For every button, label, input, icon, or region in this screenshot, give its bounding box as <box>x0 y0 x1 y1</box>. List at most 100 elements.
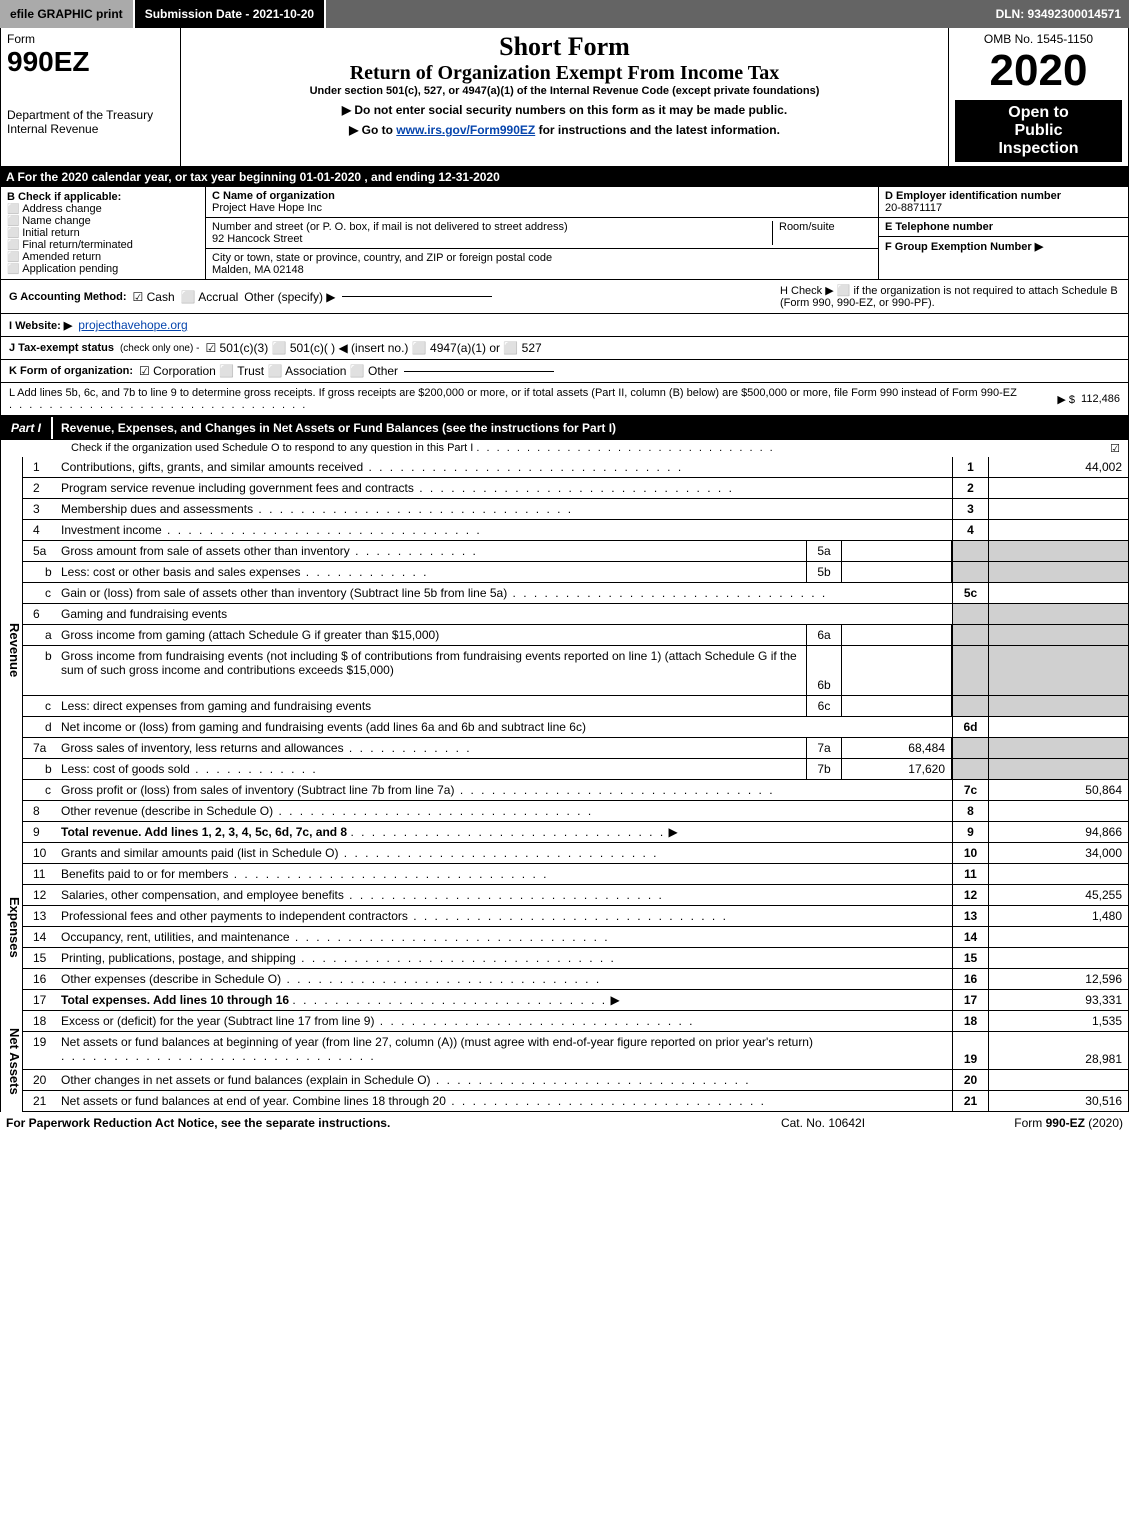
ln2-num: 2 <box>23 478 57 498</box>
box-b: B Check if applicable: Address change Na… <box>1 187 206 279</box>
box-d: D Employer identification number 20-8871… <box>879 187 1128 218</box>
row-i: I Website: ▶ projecthavehope.org <box>0 314 1129 337</box>
row-k-other-input[interactable] <box>404 371 554 372</box>
line-2: 2 Program service revenue including gove… <box>23 478 1129 499</box>
ln7b-val <box>988 759 1128 779</box>
ssn-warning: ▶ Do not enter social security numbers o… <box>189 103 940 117</box>
line-1: 1 Contributions, gifts, grants, and simi… <box>23 457 1129 478</box>
ln18-val: 1,535 <box>988 1011 1128 1031</box>
line-7a: 7a Gross sales of inventory, less return… <box>23 738 1129 759</box>
chk-address-change[interactable]: Address change <box>7 203 199 215</box>
part1-sub-inner: Check if the organization used Schedule … <box>71 442 473 454</box>
ln18-desc: Excess or (deficit) for the year (Subtra… <box>57 1011 952 1031</box>
cash-label: Cash <box>147 290 175 304</box>
row-j-opts[interactable]: ☑ 501(c)(3) ⬜ 501(c)( ) ◀ (insert no.) ⬜… <box>205 341 541 355</box>
row-l-text: L Add lines 5b, 6c, and 7b to line 9 to … <box>9 387 1051 411</box>
ln7a-mid: 7a <box>806 738 842 758</box>
ln6c-mid: 6c <box>806 696 842 716</box>
ln6b-val <box>988 646 1128 695</box>
ln6d-val <box>988 717 1128 737</box>
header-left: Form 990EZ Department of the Treasury In… <box>1 28 181 166</box>
ln11-val <box>988 864 1128 884</box>
ln19-desc: Net assets or fund balances at beginning… <box>57 1032 952 1069</box>
chk-final-return[interactable]: Final return/terminated <box>7 239 199 251</box>
part1-sub-text: Check if the organization used Schedule … <box>71 442 775 455</box>
ln11-box: 11 <box>952 864 988 884</box>
footer-left: For Paperwork Reduction Act Notice, see … <box>6 1116 723 1130</box>
ln5b-val <box>988 562 1128 582</box>
ln5b-desc: Less: cost or other basis and sales expe… <box>57 562 806 582</box>
header-right: OMB No. 1545-1150 2020 Open to Public In… <box>948 28 1128 166</box>
submission-date-button[interactable]: Submission Date - 2021-10-20 <box>135 0 326 28</box>
line-11: 11 Benefits paid to or for members 11 <box>23 864 1129 885</box>
row-k-label: K Form of organization: <box>9 365 133 377</box>
ln6b-desc: Gross income from fundraising events (no… <box>57 646 806 695</box>
line-21: 21 Net assets or fund balances at end of… <box>23 1091 1129 1112</box>
ln5b-mid: 5b <box>806 562 842 582</box>
goto-post: for instructions and the latest informat… <box>535 123 780 137</box>
ln6b-mval <box>842 646 952 695</box>
dln-label: DLN: 93492300014571 <box>988 0 1129 28</box>
row-k-opts[interactable]: ☑ Corporation ⬜ Trust ⬜ Association ⬜ Ot… <box>139 364 398 378</box>
ln7c-num: c <box>23 780 57 800</box>
ln6a-num: a <box>23 625 57 645</box>
row-g-h: G Accounting Method: ☑ Cash ⬜ Accrual Ot… <box>0 280 1129 314</box>
line-7c: c Gross profit or (loss) from sales of i… <box>23 780 1129 801</box>
ein-value: 20-8871117 <box>885 202 942 214</box>
ln3-num: 3 <box>23 499 57 519</box>
form-word: Form <box>7 32 174 46</box>
return-subtitle: Return of Organization Exempt From Incom… <box>189 62 940 85</box>
ln5c-box: 5c <box>952 583 988 603</box>
ln9-box: 9 <box>952 822 988 842</box>
ln14-desc: Occupancy, rent, utilities, and maintena… <box>57 927 952 947</box>
ln7a-mval: 68,484 <box>842 738 952 758</box>
revenue-side-label: Revenue <box>1 457 23 843</box>
chk-application-pending[interactable]: Application pending <box>7 263 199 275</box>
ln13-desc: Professional fees and other payments to … <box>57 906 952 926</box>
line-12: 12 Salaries, other compensation, and emp… <box>23 885 1129 906</box>
ln6d-desc: Net income or (loss) from gaming and fun… <box>57 717 952 737</box>
omb-number: OMB No. 1545-1150 <box>955 32 1122 46</box>
line-20: 20 Other changes in net assets or fund b… <box>23 1070 1129 1091</box>
chk-initial-return[interactable]: Initial return <box>7 227 199 239</box>
other-specify[interactable]: Other (specify) ▶ <box>244 290 335 304</box>
footer-cat: Cat. No. 10642I <box>723 1116 923 1130</box>
part1-check[interactable]: ☑ <box>1110 442 1120 455</box>
ln5c-num: c <box>23 583 57 603</box>
irs-link[interactable]: www.irs.gov/Form990EZ <box>396 123 535 137</box>
ln19-desc-text: Net assets or fund balances at beginning… <box>61 1035 813 1049</box>
row-k: K Form of organization: ☑ Corporation ⬜ … <box>0 360 1129 383</box>
chk-accrual[interactable]: ⬜ Accrual <box>181 290 239 304</box>
website-link[interactable]: projecthavehope.org <box>78 318 187 332</box>
ln5b-mval <box>842 562 952 582</box>
ln6b-num: b <box>23 646 57 695</box>
box-def: D Employer identification number 20-8871… <box>878 187 1128 279</box>
expenses-section: Expenses 10 Grants and similar amounts p… <box>0 843 1129 1011</box>
chk-amended-return[interactable]: Amended return <box>7 251 199 263</box>
ln5a-mval <box>842 541 952 561</box>
ln5c-val <box>988 583 1128 603</box>
ln7b-box <box>952 759 988 779</box>
ln8-num: 8 <box>23 801 57 821</box>
ln5a-box <box>952 541 988 561</box>
line-17: 17 Total expenses. Add lines 10 through … <box>23 990 1129 1011</box>
bcdef-grid: B Check if applicable: Address change Na… <box>0 187 1129 280</box>
ln1-num: 1 <box>23 457 57 477</box>
efile-print-button[interactable]: efile GRAPHIC print <box>0 0 135 28</box>
row-j-sub: (check only one) - <box>120 343 199 354</box>
chk-cash[interactable]: ☑ Cash <box>133 290 175 304</box>
chk-name-change[interactable]: Name change <box>7 215 199 227</box>
ln6d-box: 6d <box>952 717 988 737</box>
other-specify-input[interactable] <box>342 296 492 297</box>
ln8-val <box>988 801 1128 821</box>
ln7c-val: 50,864 <box>988 780 1128 800</box>
ln20-num: 20 <box>23 1070 57 1090</box>
ln15-box: 15 <box>952 948 988 968</box>
line-5b: b Less: cost or other basis and sales ex… <box>23 562 1129 583</box>
ln17-desc-text: Total expenses. Add lines 10 through 16 <box>61 993 289 1007</box>
part1-title: Revenue, Expenses, and Changes in Net As… <box>53 417 1128 439</box>
ln15-desc: Printing, publications, postage, and shi… <box>57 948 952 968</box>
ln5c-desc: Gain or (loss) from sale of assets other… <box>57 583 952 603</box>
box-f: F Group Exemption Number ▶ <box>879 237 1128 256</box>
org-address: 92 Hancock Street <box>212 233 303 245</box>
